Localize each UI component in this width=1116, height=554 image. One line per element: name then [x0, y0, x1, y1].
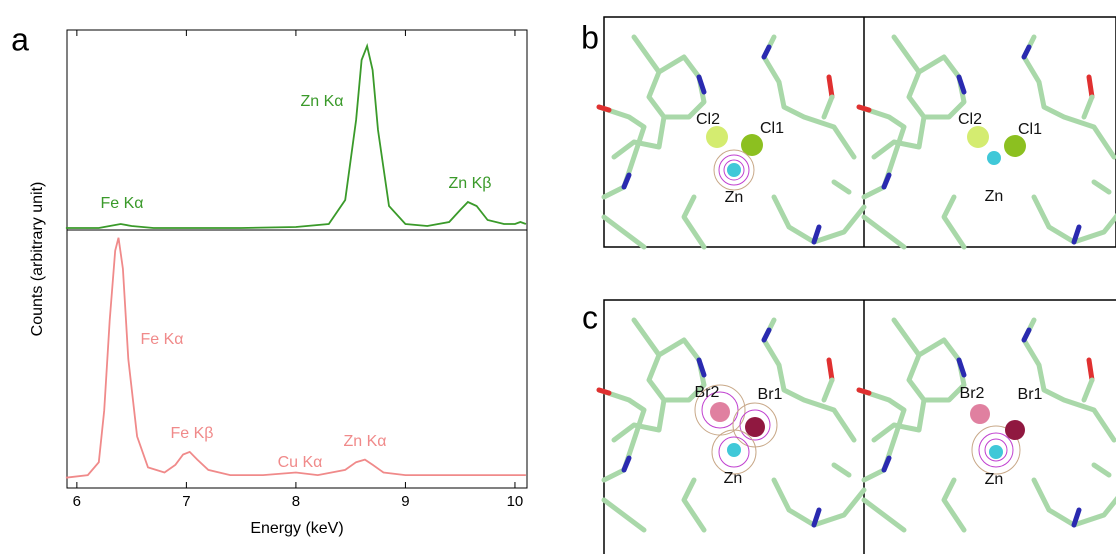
- spectrum-line: [65, 237, 526, 479]
- atom-label: Zn: [725, 189, 744, 206]
- x-tick-label: 6: [73, 493, 81, 510]
- structure: [599, 37, 1116, 530]
- atom-label: Br1: [758, 386, 783, 403]
- x-tick-label: 9: [401, 493, 409, 510]
- annotation: Fe Kα: [140, 331, 183, 348]
- x-tick-label: 7: [182, 493, 190, 510]
- atom-label: Cl1: [1018, 121, 1042, 138]
- atom-label: Br1: [1018, 386, 1043, 403]
- annotation: Zn Kβ: [449, 175, 492, 192]
- panel-label: a: [11, 21, 29, 57]
- atom-label: Cl1: [760, 120, 784, 137]
- atoms: [694, 126, 1026, 475]
- annotation: Fe Kβ: [171, 425, 214, 442]
- x-axis-label: Energy (keV): [250, 520, 343, 537]
- atom-label: Cl2: [696, 111, 720, 128]
- annotation: Zn Kα: [300, 93, 343, 110]
- atom-label: Br2: [695, 384, 720, 401]
- panel-frame: [603, 16, 1116, 248]
- y-axis-label: Counts (arbitrary unit): [29, 182, 46, 337]
- plot-frame: [66, 29, 528, 489]
- annotation: Zn Kα: [343, 433, 386, 450]
- panel-label: b: [581, 19, 599, 55]
- atom-label: Zn: [985, 471, 1004, 488]
- spectrum-line: [65, 42, 527, 229]
- atom-label: Br2: [960, 385, 985, 402]
- atom-label: Cl2: [958, 111, 982, 128]
- x-tick-label: 10: [507, 493, 524, 510]
- annotation: Cu Kα: [278, 454, 323, 471]
- panel-frame: [603, 299, 1116, 554]
- atom-label: Zn: [724, 470, 743, 487]
- panel-label: c: [582, 299, 598, 335]
- annotation: Fe Kα: [100, 195, 143, 212]
- atom-label: Zn: [985, 188, 1004, 205]
- x-tick-label: 8: [292, 493, 300, 510]
